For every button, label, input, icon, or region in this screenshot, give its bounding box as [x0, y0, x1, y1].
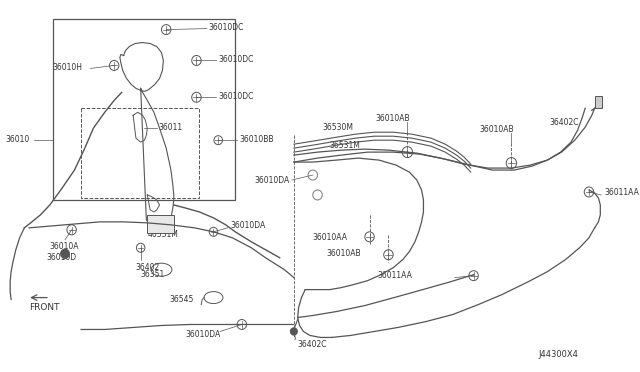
Bar — [81, 108, 199, 198]
Bar — [52, 19, 236, 200]
Text: FRONT: FRONT — [29, 303, 60, 312]
Text: 36010DC: 36010DC — [209, 23, 244, 32]
Text: 36010AA: 36010AA — [313, 233, 348, 242]
Text: 36010DA: 36010DA — [185, 330, 220, 339]
Bar — [147, 215, 174, 233]
Circle shape — [291, 328, 297, 335]
Text: 36011AA: 36011AA — [377, 271, 412, 280]
Text: J44300X4: J44300X4 — [538, 350, 578, 359]
Text: 36010AB: 36010AB — [375, 114, 410, 123]
Text: 36402C: 36402C — [549, 118, 579, 127]
Text: 36011AA: 36011AA — [604, 189, 639, 198]
Text: 36010DA: 36010DA — [254, 176, 289, 185]
Text: 36010D: 36010D — [46, 253, 76, 262]
Text: 46531M: 46531M — [147, 230, 178, 239]
Text: 36531M: 36531M — [330, 141, 361, 150]
Text: 36010AB: 36010AB — [479, 125, 514, 134]
Text: 36010BB: 36010BB — [239, 135, 273, 144]
Text: 36351: 36351 — [141, 270, 165, 279]
Text: 36010AB: 36010AB — [326, 249, 361, 258]
Text: 36402C: 36402C — [298, 340, 327, 349]
Text: 36010DC: 36010DC — [218, 92, 253, 101]
Bar — [595, 96, 602, 108]
Text: 36010DC: 36010DC — [218, 55, 253, 64]
Text: 36545: 36545 — [169, 295, 193, 304]
Text: 36010: 36010 — [5, 135, 29, 144]
Circle shape — [61, 249, 69, 258]
Text: 36010A: 36010A — [50, 242, 79, 251]
Text: 36530M: 36530M — [323, 123, 353, 132]
Text: 36011: 36011 — [159, 123, 183, 132]
Text: 36402: 36402 — [135, 263, 159, 272]
Text: 36010DA: 36010DA — [230, 221, 266, 230]
Text: 36010H: 36010H — [52, 63, 83, 72]
